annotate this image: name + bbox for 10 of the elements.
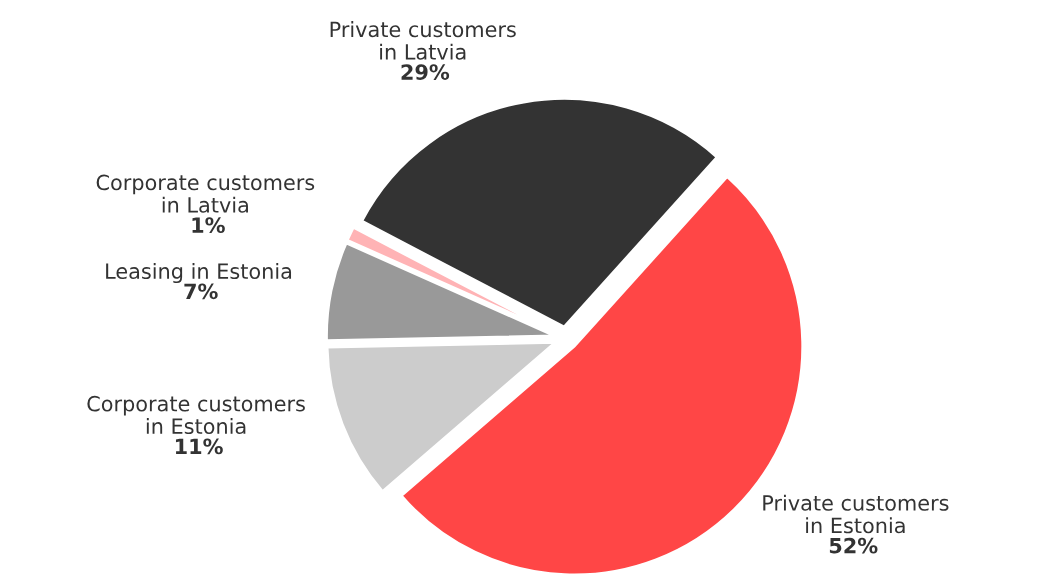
- data-label: 11%: [175, 438, 223, 455]
- slice-label: Corporate customers in Estonia: [87, 395, 305, 435]
- data-label: 52%: [829, 537, 878, 554]
- data-label: 7%: [184, 283, 218, 300]
- slice-label: Private customers in Latvia: [330, 21, 516, 60]
- slice-label: Leasing in Estonia: [106, 262, 292, 284]
- slice-label: Corporate customers in Latvia: [96, 174, 315, 213]
- data-label: 29%: [401, 64, 450, 80]
- slice-label: Private customers in Estonia: [763, 494, 949, 534]
- data-label: 1%: [192, 217, 225, 233]
